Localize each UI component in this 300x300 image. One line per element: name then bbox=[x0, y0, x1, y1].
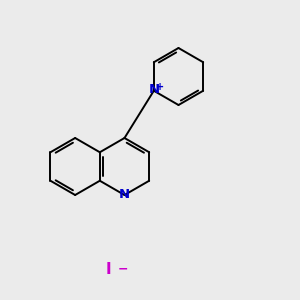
Text: +: + bbox=[156, 82, 164, 92]
Text: −: − bbox=[118, 262, 128, 276]
Text: I: I bbox=[105, 262, 111, 278]
Text: N: N bbox=[148, 83, 159, 96]
Text: N: N bbox=[119, 188, 130, 202]
